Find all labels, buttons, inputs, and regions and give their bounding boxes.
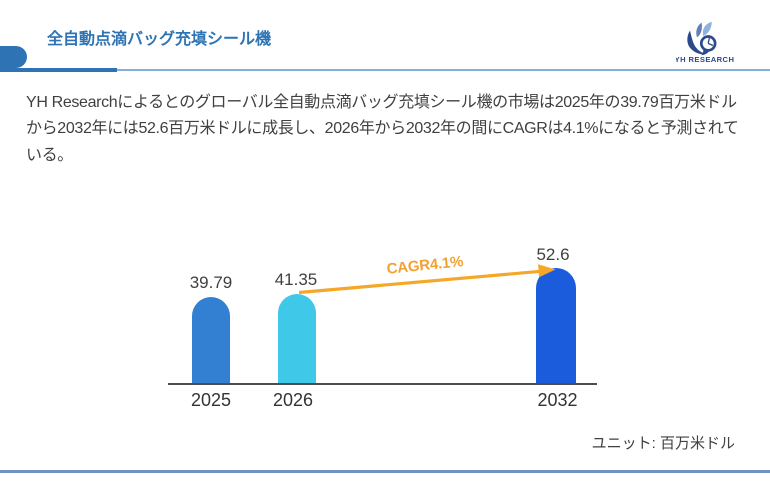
svg-text:YH RESEARCH: YH RESEARCH [676,55,734,64]
